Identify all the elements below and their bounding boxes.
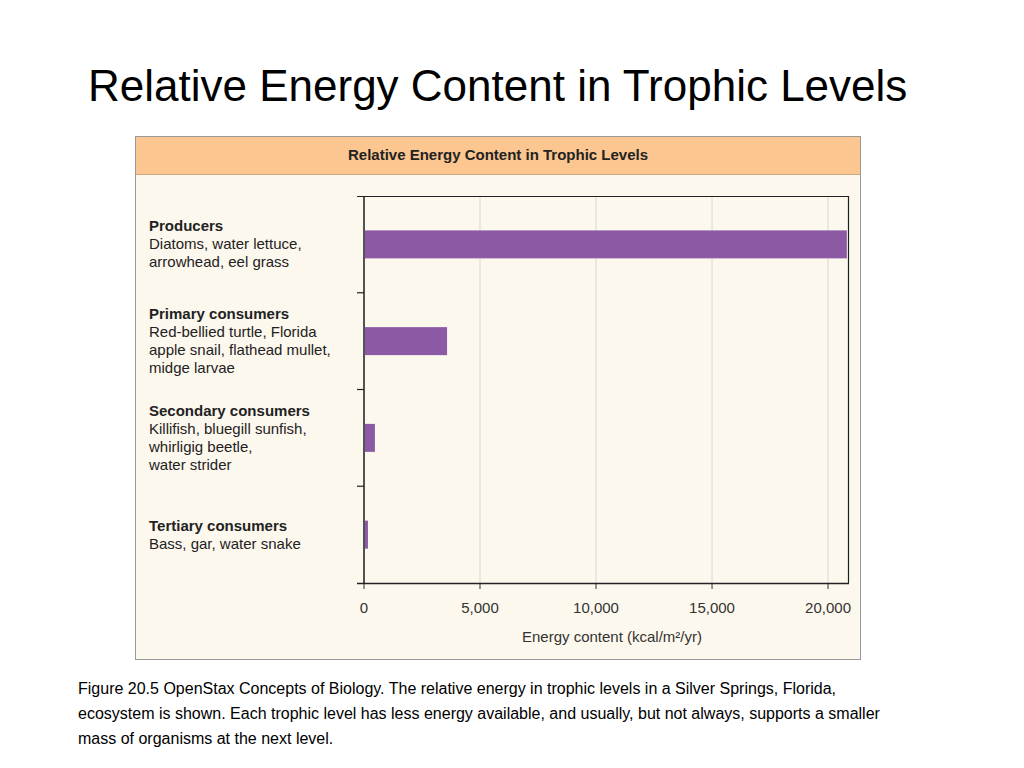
bar (365, 424, 375, 452)
x-axis-label: Energy content (kcal/m²/yr) (522, 628, 702, 645)
y-tick (357, 486, 364, 487)
category-description: Red-bellied turtle, Florida (149, 323, 317, 340)
category-label: Tertiary consumers (149, 517, 287, 534)
y-tick (357, 389, 364, 390)
category-description: apple snail, flathead mullet, (149, 341, 331, 358)
bar (365, 230, 847, 258)
header-divider (136, 174, 860, 175)
slide: Relative Energy Content in Trophic Level… (0, 0, 1024, 768)
category-label: Secondary consumers (149, 402, 310, 419)
bar (365, 327, 447, 355)
caption-line: mass of organisms at the next level. (78, 730, 333, 747)
x-tick-label: 10,000 (573, 599, 619, 616)
plot-frame-right (848, 196, 849, 583)
category-description: arrowhead, eel grass (149, 253, 289, 270)
chart-title: Relative Energy Content in Trophic Level… (348, 146, 648, 163)
x-tick-label: 20,000 (805, 599, 851, 616)
bar (365, 521, 368, 549)
category-description: water strider (148, 456, 232, 473)
category-label: Producers (149, 217, 223, 234)
category-description: Killifish, bluegill sunfish, (149, 420, 307, 437)
category-label: Primary consumers (149, 305, 289, 322)
caption-line: ecosystem is shown. Each trophic level h… (78, 705, 881, 722)
panel-header (136, 137, 860, 174)
category-description: Diatoms, water lettuce, (149, 235, 302, 252)
caption-line: Figure 20.5 OpenStax Concepts of Biology… (78, 680, 836, 697)
category-description: midge larvae (149, 359, 235, 376)
panel (136, 137, 861, 660)
x-tick-label: 15,000 (689, 599, 735, 616)
y-tick (357, 292, 364, 293)
category-description: whirligig beetle, (148, 438, 252, 455)
bars (365, 230, 847, 548)
plot-frame-top (357, 196, 848, 197)
x-tick-label: 5,000 (461, 599, 499, 616)
x-tick-label: 0 (360, 599, 368, 616)
slide-title: Relative Energy Content in Trophic Level… (88, 61, 907, 110)
category-description: Bass, gar, water snake (149, 535, 301, 552)
x-axis (357, 583, 849, 585)
